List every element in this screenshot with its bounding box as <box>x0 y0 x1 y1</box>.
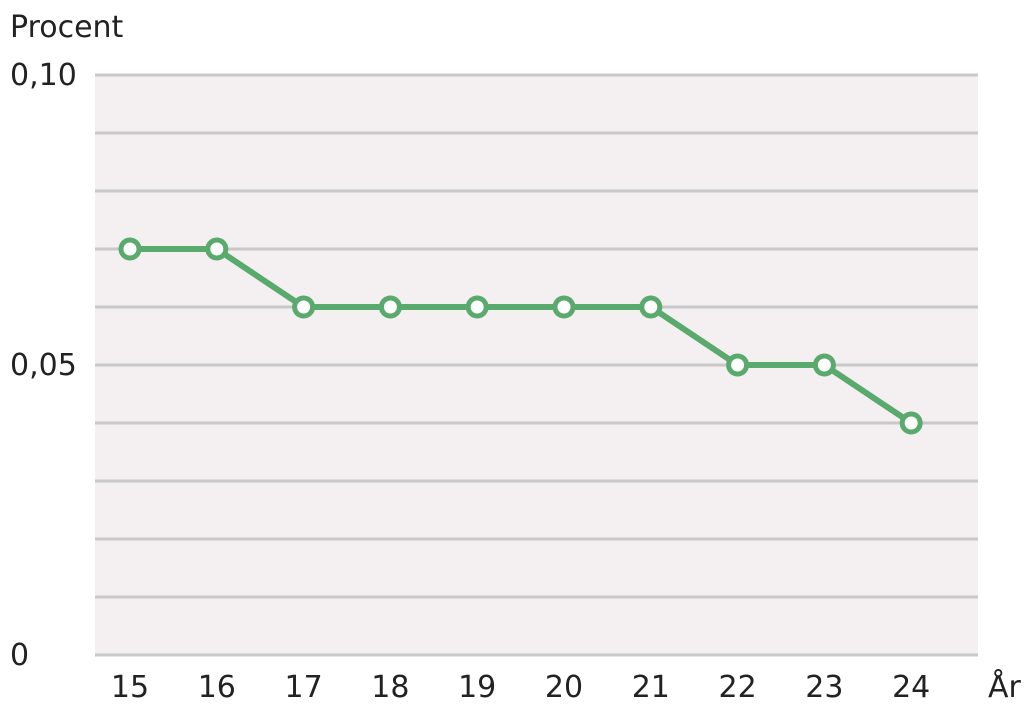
x-tick-label: 20 <box>545 670 583 705</box>
x-tick-label: 22 <box>719 670 757 705</box>
y-axis-label: Procent <box>10 10 124 45</box>
gridlines <box>95 73 978 657</box>
x-tick-label: 19 <box>458 670 496 705</box>
series-line <box>127 246 915 426</box>
x-tick-label: 18 <box>371 670 409 705</box>
x-tick-label: 23 <box>805 670 843 705</box>
x-tick-label: 24 <box>892 670 930 705</box>
y-tick-label: 0,05 <box>10 348 77 383</box>
x-tick-label: 21 <box>632 670 670 705</box>
y-tick-label: 0 <box>10 638 29 673</box>
x-tick-labels: 15 16 17 18 19 20 21 22 23 24 <box>111 670 930 705</box>
data-point <box>812 353 836 377</box>
x-axis-label: År <box>988 669 1022 705</box>
x-tick-label: 16 <box>198 670 236 705</box>
data-point <box>899 411 923 435</box>
data-point <box>205 237 229 261</box>
data-point <box>726 353 750 377</box>
data-point <box>118 237 142 261</box>
data-series <box>118 237 923 435</box>
x-tick-label: 17 <box>285 670 323 705</box>
y-tick-labels: 0 0,05 0,10 <box>10 58 77 673</box>
data-point <box>378 295 402 319</box>
x-tick-label: 15 <box>111 670 149 705</box>
y-tick-label: 0,10 <box>10 58 77 93</box>
data-point <box>552 295 576 319</box>
data-point <box>465 295 489 319</box>
data-point <box>292 295 316 319</box>
data-point <box>639 295 663 319</box>
